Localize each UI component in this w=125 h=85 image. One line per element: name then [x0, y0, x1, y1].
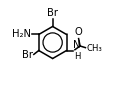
Text: H: H [74, 52, 80, 61]
Text: H₂N: H₂N [12, 29, 31, 40]
Text: Br: Br [22, 50, 33, 60]
Text: Br: Br [47, 8, 58, 18]
Text: O: O [75, 27, 82, 37]
Text: CH₃: CH₃ [86, 44, 102, 53]
Text: N: N [73, 40, 81, 50]
